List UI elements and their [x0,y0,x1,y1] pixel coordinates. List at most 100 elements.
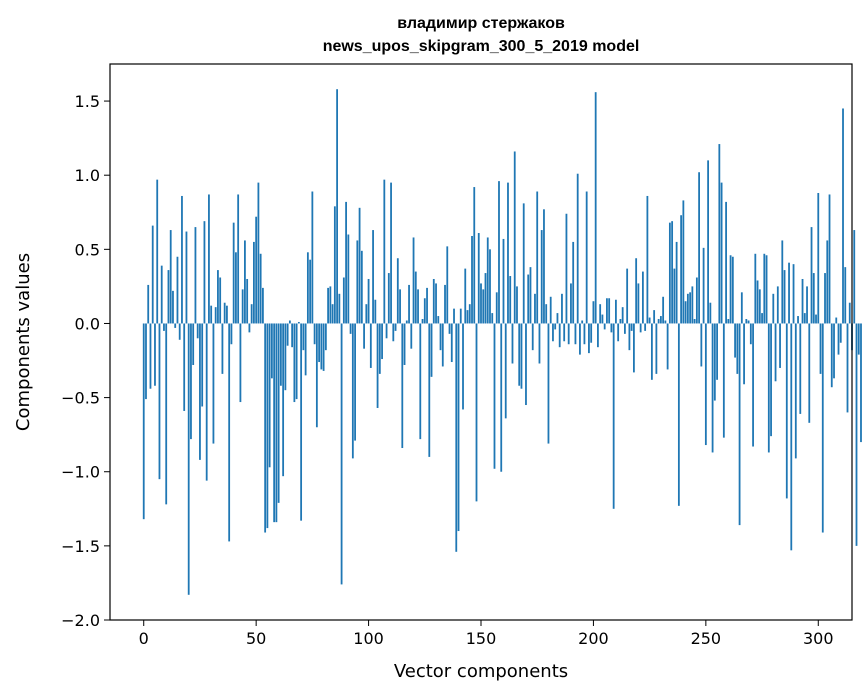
y-tick-label: −1.5 [61,537,100,556]
bar [693,319,696,324]
bar [653,310,656,324]
bar [513,151,516,324]
bar [448,323,451,334]
bar [275,323,278,523]
bar [803,313,806,324]
bar [592,301,595,324]
bar [695,277,698,324]
bar [736,323,739,374]
bar [392,323,395,342]
bar [480,283,482,324]
bar [302,323,305,351]
bar [734,323,736,358]
bar [432,278,435,324]
bar [590,323,593,343]
x-tick-label: 0 [139,629,149,648]
bar [828,194,831,324]
y-tick-label: 1.0 [75,166,100,185]
bar [664,320,667,324]
bar [313,323,316,345]
bar [253,241,255,324]
bar [671,221,674,324]
bar [675,241,678,324]
bar [266,323,269,529]
bar [821,323,824,533]
bar [722,323,725,438]
bar [441,323,444,367]
bar [745,319,748,324]
bar [223,302,226,324]
bar [799,323,802,414]
bar [794,323,797,459]
bar [716,323,718,380]
bar [648,317,651,324]
bar [450,323,453,363]
bar [657,319,660,324]
bar [749,323,752,345]
bar [372,230,374,324]
bar [522,203,525,324]
bar [181,195,183,324]
bar [423,298,426,324]
bar [471,235,473,324]
bar [767,323,770,453]
bar [567,323,570,345]
bar [338,293,341,324]
bar [235,252,237,324]
bar [320,323,323,370]
bar [237,194,240,324]
bar [691,286,694,324]
bar [160,265,163,324]
y-axis-label: Components values [13,253,34,431]
bar [520,323,523,389]
bar [264,323,267,533]
bar [196,323,199,339]
bar [347,234,350,324]
bar [788,262,790,324]
bar [549,296,552,324]
bar [738,323,741,526]
bar [358,207,361,324]
bar [365,304,368,324]
bar [792,264,795,324]
bar [518,323,521,386]
bar [516,286,518,324]
bar [574,323,577,345]
bar [455,323,458,552]
bar [435,283,437,324]
bar [284,323,287,391]
bar [151,225,154,324]
bar [387,273,390,324]
bar [707,160,709,324]
bar [374,299,377,324]
bar [743,323,745,385]
bar [390,182,392,324]
bar [270,323,273,379]
bar [378,323,381,374]
bar [349,323,352,334]
y-axis: −2.0 −1.5 −1.0 −0.5 0.0 0.5 1.0 1.5 [61,92,110,630]
bar [394,323,397,331]
bar [493,323,496,469]
bar [419,323,422,440]
bar [399,289,401,324]
bar [468,304,471,324]
x-tick-label: 300 [803,629,834,648]
bar [797,316,799,324]
bar [718,144,721,324]
bar [194,227,197,324]
bar [363,323,365,349]
bar [725,201,727,324]
bar [426,287,428,324]
bar [781,240,784,324]
bar [662,296,665,324]
bar [740,292,743,324]
bar [457,323,460,532]
bar [477,233,480,324]
bar [172,290,174,324]
bar [711,323,714,453]
bar [842,108,844,324]
bar [594,92,597,324]
bar [646,195,649,324]
bar [342,277,345,324]
